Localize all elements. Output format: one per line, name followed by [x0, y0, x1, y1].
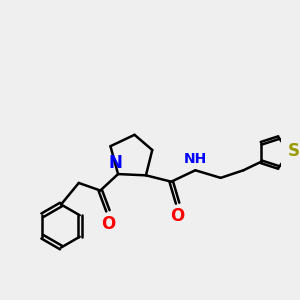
Text: S: S [288, 142, 300, 160]
Text: N: N [108, 154, 122, 172]
Text: O: O [170, 207, 185, 225]
Text: NH: NH [184, 152, 207, 166]
Text: O: O [101, 214, 115, 232]
